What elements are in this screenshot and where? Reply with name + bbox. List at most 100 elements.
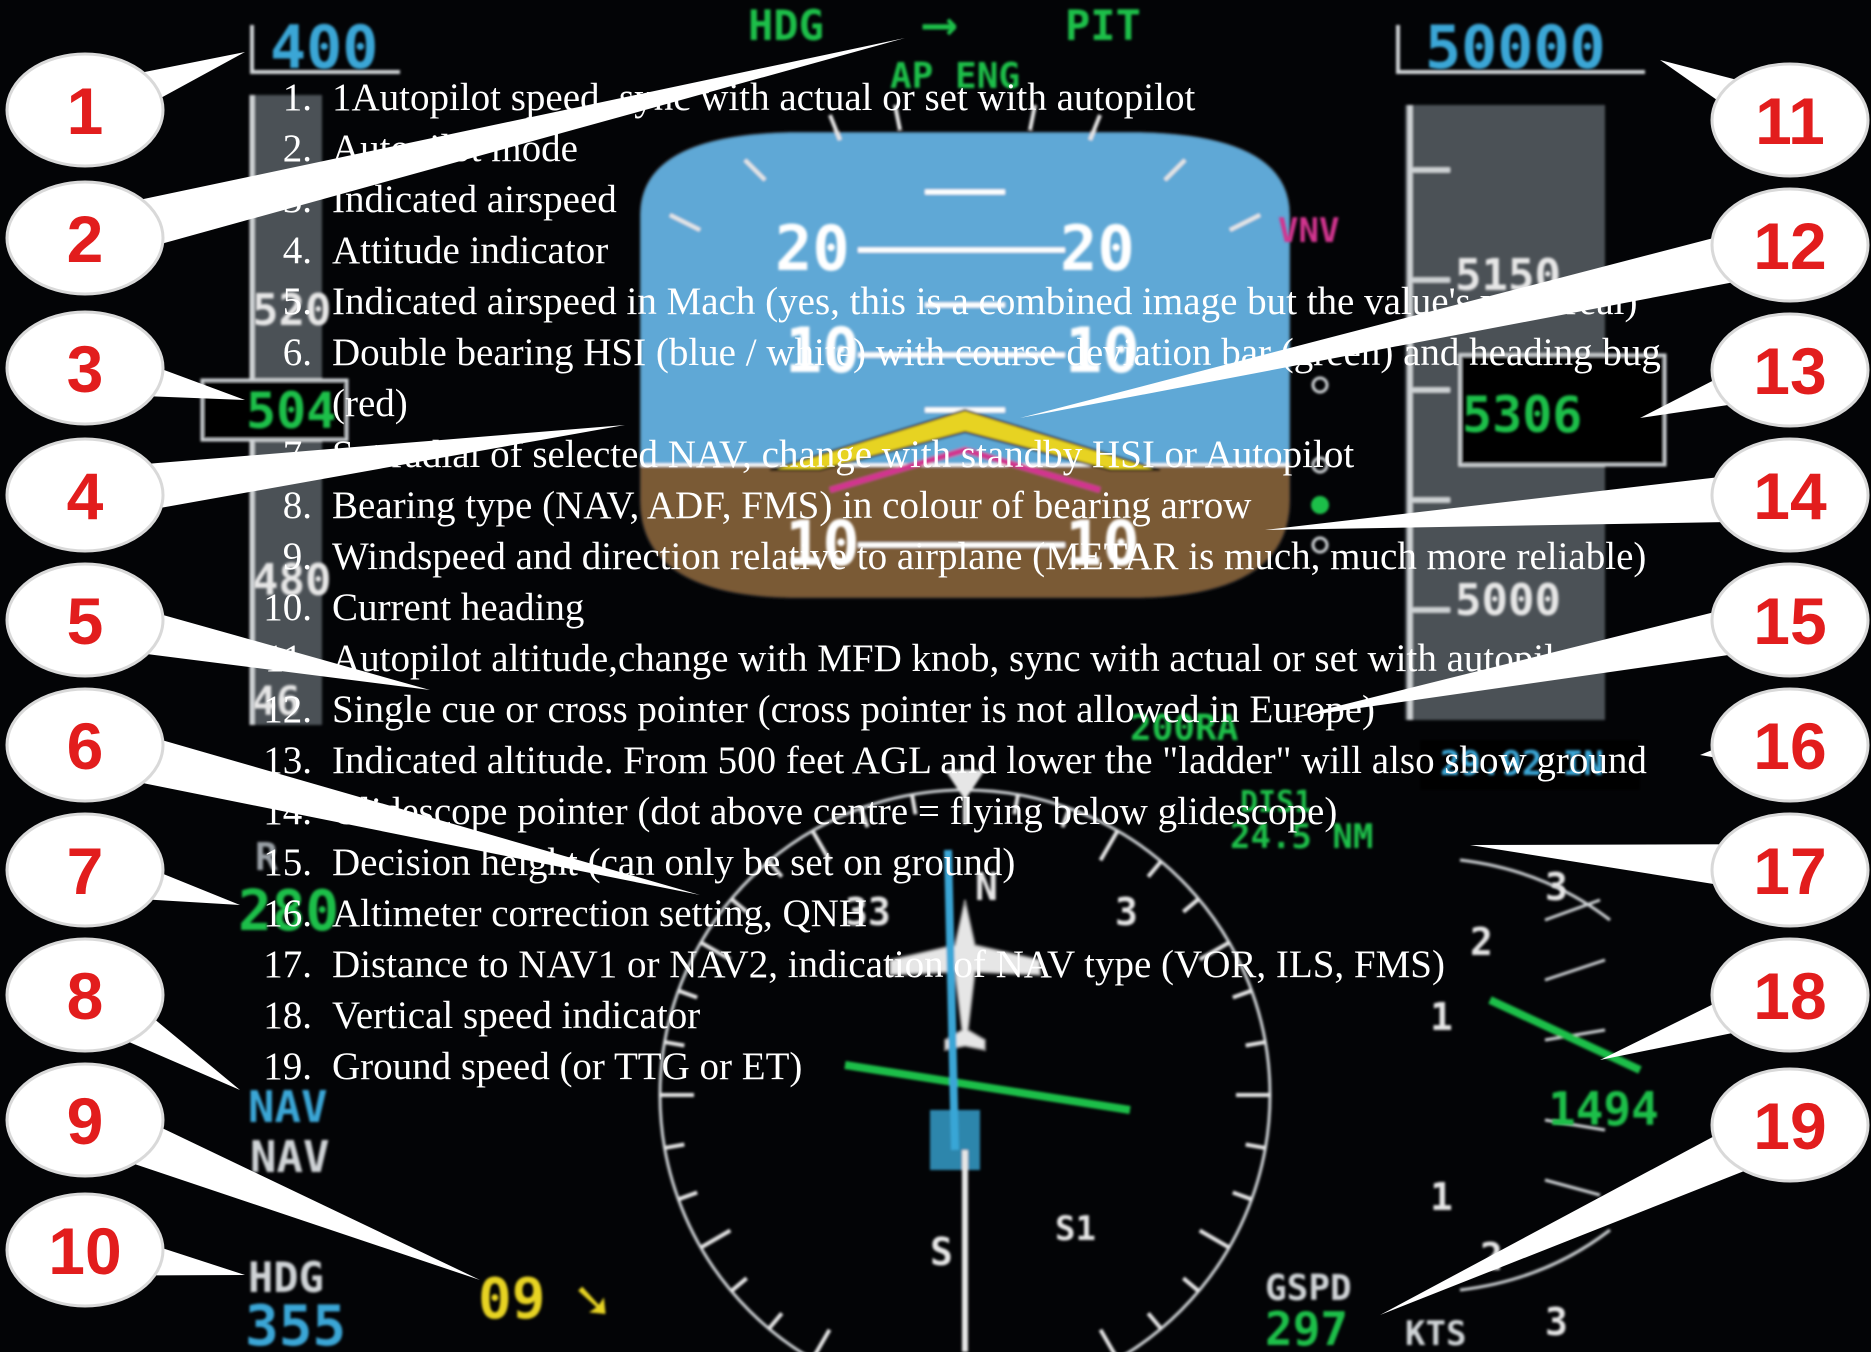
ground-speed-label: GSPD — [1265, 1268, 1352, 1309]
callout-leader — [1265, 469, 1792, 530]
legend-text: Windspeed and direction relative to airp… — [332, 535, 1647, 578]
legend-text: Decision height (can only be set on grou… — [332, 841, 1016, 884]
legend-item: 9. Windspeed and direction relative to ai… — [220, 531, 1720, 582]
legend-item: 12. Single cue or cross pointer (cross po… — [220, 684, 1720, 735]
legend-item: 3. Indicated airspeed — [220, 174, 1720, 225]
compass-tick — [910, 794, 918, 815]
callout-number: 15 — [1753, 584, 1826, 658]
pitch-label: 20 — [1060, 212, 1135, 285]
compass-tick — [1232, 1190, 1253, 1202]
autopilot-engaged-indicator: AP ENG — [890, 56, 1020, 97]
compass-tick — [699, 1228, 732, 1250]
callout-marker: 12 — [1710, 187, 1870, 303]
legend-text: Current heading — [332, 586, 585, 629]
callout-leader — [1020, 219, 1796, 418]
compass-tick — [1232, 988, 1253, 1000]
legend-text: Altimeter correction setting, QNH — [332, 892, 868, 935]
altitude-tape-label: 5000 — [1455, 575, 1561, 626]
compass-tick — [1012, 794, 1020, 815]
callout-number: 4 — [67, 459, 104, 533]
callout-marker: 13 — [1710, 312, 1870, 428]
vsi-needle — [1488, 996, 1642, 1074]
vsi-mark: 3 — [1545, 865, 1568, 909]
callout-leader — [78, 38, 906, 264]
autopilot-lateral-mode: HDG — [748, 1, 824, 50]
vnav-indicator: VNV — [1278, 211, 1339, 251]
compass-mark: 3 — [1115, 890, 1138, 934]
compass-tick — [1060, 807, 1072, 828]
callout-marker: 10 — [5, 1192, 165, 1308]
callout-number: 16 — [1753, 709, 1826, 783]
compass-tick — [699, 940, 732, 962]
vsi-mark: 2 — [1470, 920, 1493, 964]
callout-marker: 3 — [5, 310, 165, 426]
legend-item: 7. Set radial of selected NAV, change wit… — [220, 429, 1720, 480]
legend-item: 5. Indicated airspeed in Mach (yes, this … — [220, 276, 1720, 327]
compass-tick — [858, 807, 870, 828]
callout-marker: 14 — [1710, 437, 1870, 553]
callout-marker: 7 — [5, 812, 165, 928]
mach-value: 280 — [238, 879, 339, 944]
callout-number: 19 — [1753, 1089, 1826, 1163]
callout-marker: 15 — [1710, 562, 1870, 678]
legend-item: 16. Altimeter correction setting, QNH — [220, 888, 1720, 939]
callout-number: 11 — [1755, 84, 1825, 158]
callout-marker: 5 — [5, 562, 165, 678]
callout-leader — [79, 594, 430, 690]
compass-tick — [664, 1040, 685, 1048]
callout-marker: 6 — [5, 687, 165, 803]
pitch-label: 10 — [785, 314, 860, 387]
mach-label: R — [255, 835, 278, 879]
legend-number: 6. — [282, 331, 312, 374]
speed-bug-value: 400 — [270, 13, 378, 83]
wind-value: 09 — [478, 1267, 545, 1332]
compass-tick — [730, 1276, 748, 1293]
legend-text: Ground speed (or TTG or ET) — [332, 1045, 803, 1088]
legend-number: 14. — [263, 790, 312, 833]
heading-label: HDG — [248, 1253, 324, 1302]
compass-tick — [1198, 1228, 1231, 1250]
legend-number: 5. — [282, 280, 312, 323]
nav-distance-value: 24.5 NM — [1230, 817, 1373, 857]
compass-mark: N — [975, 865, 998, 909]
callout-number: 12 — [1753, 209, 1826, 283]
callout-number: 17 — [1753, 834, 1826, 908]
legend-item: 6. Double bearing HSI (blue / white) with… — [220, 327, 1720, 429]
legend-text: Vertical speed indicator — [332, 994, 701, 1037]
callout-leader — [81, 425, 625, 521]
callout-number: 3 — [67, 332, 104, 406]
legend-number: 3. — [282, 178, 312, 221]
glideslope-scale — [1311, 376, 1329, 554]
compass-tick — [1245, 1142, 1266, 1150]
legend-number: 10. — [263, 586, 312, 629]
callout-number: 9 — [67, 1084, 104, 1158]
compass-tick — [1146, 1312, 1163, 1330]
pitch-label: 10 — [1065, 507, 1140, 580]
nav-distance-label: DIS1 — [1240, 785, 1312, 820]
legend-item: 19. Ground speed (or TTG or ET) — [220, 1041, 1720, 1092]
compass-mark: S — [930, 1230, 953, 1274]
pitch-label: 10 — [785, 507, 860, 580]
compass-tick — [767, 1312, 784, 1330]
compass-tick — [664, 1142, 685, 1150]
compass-tick — [1182, 897, 1200, 914]
legend-text: Autopilot mode — [332, 127, 578, 170]
compass-tick — [1098, 1328, 1116, 1352]
compass-tick — [1198, 940, 1231, 962]
compass-tick — [1146, 860, 1163, 878]
compass-tick — [810, 829, 832, 862]
bearing-type-primary: NAV — [248, 1082, 327, 1133]
legend-number: 9. — [282, 535, 312, 578]
callout-marker: 4 — [5, 437, 165, 553]
compass-tick — [1098, 829, 1120, 862]
legend-item: 15. Decision height (can only be set on g… — [220, 837, 1720, 888]
legend-number: 18. — [263, 994, 312, 1037]
qnh-setting: 29.92 IN — [1440, 744, 1604, 784]
legend-number: 1. — [282, 76, 312, 119]
legend-text: 1Autopilot speed, sync with actual or se… — [332, 76, 1196, 119]
pitch-label: 20 — [775, 212, 850, 285]
speed-tape-label: 46 — [252, 679, 300, 725]
legend-number: 8. — [282, 484, 312, 527]
decision-height-value: 200RA — [1130, 708, 1239, 749]
callout-marker: 8 — [5, 937, 165, 1053]
